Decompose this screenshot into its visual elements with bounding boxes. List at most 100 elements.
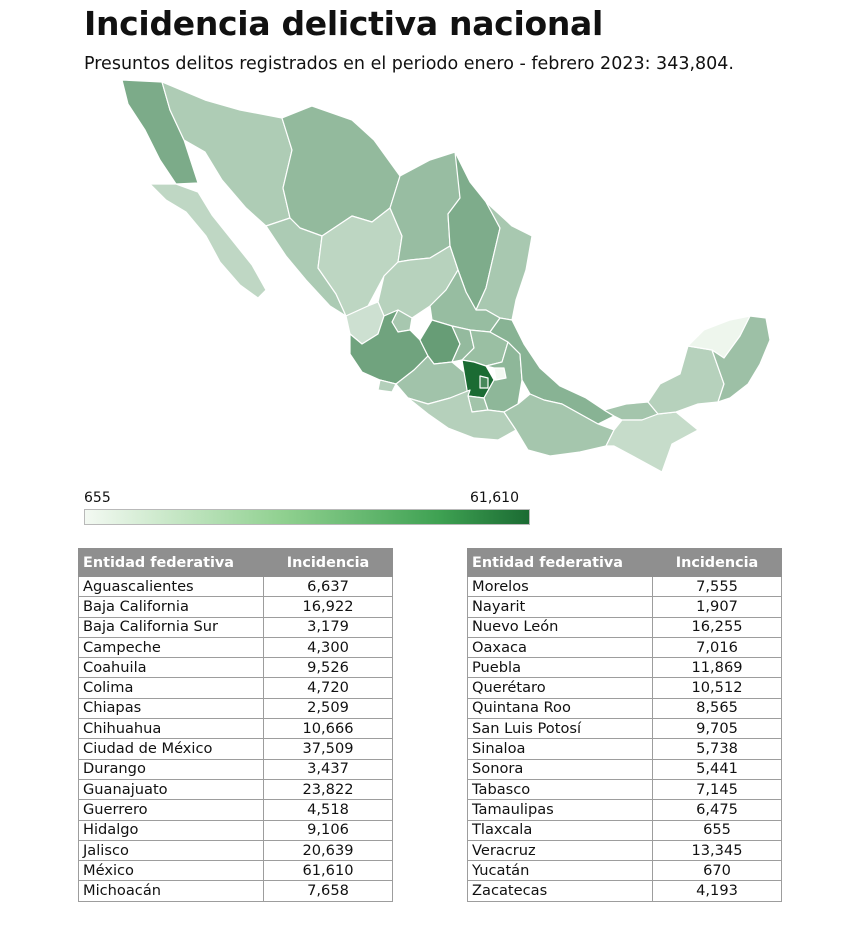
state-name-cell: Ciudad de México <box>78 738 264 760</box>
incidence-value-cell: 11,869 <box>652 657 782 679</box>
table-row: Colima 4,720 <box>78 677 393 699</box>
table-row: Baja California Sur 3,179 <box>78 616 393 638</box>
table-row: Guerrero 4,518 <box>78 799 393 821</box>
incidence-value-cell: 16,922 <box>263 596 393 618</box>
table-row: Veracruz 13,345 <box>467 839 782 862</box>
state-chiapas <box>605 411 699 473</box>
state-name-cell: México <box>78 860 264 882</box>
table-row: Chihuahua 10,666 <box>78 718 393 740</box>
column-header-value: Incidencia <box>263 548 393 577</box>
state-name-cell: Quintana Roo <box>467 697 653 720</box>
incidence-value-cell: 7,555 <box>652 575 782 598</box>
state-name-cell: Tabasco <box>467 778 653 801</box>
table-row: Ciudad de México 37,509 <box>78 738 393 760</box>
table-row: Aguascalientes 6,637 <box>78 575 393 598</box>
incidence-value-cell: 3,437 <box>263 758 393 780</box>
table-row: Guanajuato 23,822 <box>78 778 393 801</box>
mexico-choropleth-map <box>121 79 771 473</box>
table-row: Quintana Roo 8,565 <box>467 697 782 720</box>
incidence-value-cell: 8,565 <box>652 697 782 720</box>
state-name-cell: Chiapas <box>78 697 264 720</box>
state-guerrero <box>407 389 517 441</box>
state-name-cell: Sonora <box>467 758 653 780</box>
state-name-cell: Coahuila <box>78 657 264 679</box>
state-name-cell: Oaxaca <box>467 636 653 659</box>
state-name-cell: Sinaloa <box>467 738 653 760</box>
state-name-cell: Guerrero <box>78 799 264 821</box>
incidence-value-cell: 4,720 <box>263 677 393 699</box>
table-row: Tamaulipas 6,475 <box>467 799 782 821</box>
incidence-value-cell: 7,145 <box>652 778 782 801</box>
incidence-value-cell: 655 <box>652 819 782 841</box>
table-row: Nuevo León 16,255 <box>467 616 782 638</box>
table-left: Entidad federativa Incidencia Aguascalie… <box>78 548 393 902</box>
state-name-cell: Nuevo León <box>467 616 653 638</box>
state-name-cell: Baja California <box>78 596 264 618</box>
state-colima <box>377 379 397 393</box>
incidence-value-cell: 7,016 <box>652 636 782 659</box>
state-baja-california-sur <box>149 183 267 299</box>
incidence-value-cell: 10,512 <box>652 677 782 699</box>
incidence-value-cell: 670 <box>652 860 782 882</box>
incidence-value-cell: 23,822 <box>263 778 393 801</box>
table-row: Tabasco 7,145 <box>467 778 782 801</box>
table-row: México 61,610 <box>78 860 393 882</box>
table-header-row: Entidad federativa Incidencia <box>78 548 393 577</box>
state-name-cell: Querétaro <box>467 677 653 699</box>
column-header-entity: Entidad federativa <box>78 548 264 577</box>
state-name-cell: San Luis Potosí <box>467 718 653 740</box>
table-row: Nayarit 1,907 <box>467 596 782 618</box>
table-row: Chiapas 2,509 <box>78 697 393 720</box>
state-name-cell: Campeche <box>78 636 264 659</box>
state-name-cell: Guanajuato <box>78 778 264 801</box>
table-row: Zacatecas 4,193 <box>467 880 782 902</box>
table-row: Querétaro 10,512 <box>467 677 782 699</box>
table-row: Michoacán 7,658 <box>78 880 393 902</box>
table-row: Jalisco 20,639 <box>78 839 393 862</box>
incidence-value-cell: 4,518 <box>263 799 393 821</box>
state-quintana-roo <box>711 315 771 403</box>
state-name-cell: Hidalgo <box>78 819 264 841</box>
legend-max-label: 61,610 <box>470 490 519 506</box>
incidence-value-cell: 13,345 <box>652 839 782 862</box>
table-row: Tlaxcala 655 <box>467 819 782 841</box>
state-name-cell: Baja California Sur <box>78 616 264 638</box>
state-name-cell: Aguascalientes <box>78 575 264 598</box>
state-name-cell: Veracruz <box>467 839 653 862</box>
table-row: Baja California 16,922 <box>78 596 393 618</box>
incidence-value-cell: 7,658 <box>263 880 393 902</box>
incidence-value-cell: 3,179 <box>263 616 393 638</box>
incidence-value-cell: 2,509 <box>263 697 393 720</box>
state-name-cell: Morelos <box>467 575 653 598</box>
table-row: Puebla 11,869 <box>467 657 782 679</box>
state-jalisco <box>349 309 429 385</box>
incidence-value-cell: 16,255 <box>652 616 782 638</box>
incidence-value-cell: 10,666 <box>263 718 393 740</box>
legend-color-scale <box>84 509 530 525</box>
state-name-cell: Jalisco <box>78 839 264 862</box>
incidence-value-cell: 9,526 <box>263 657 393 679</box>
legend-min-label: 655 <box>84 490 111 506</box>
state-name-cell: Colima <box>78 677 264 699</box>
column-header-value: Incidencia <box>652 548 782 577</box>
table-row: Oaxaca 7,016 <box>467 636 782 659</box>
state-name-cell: Yucatán <box>467 860 653 882</box>
table-row: Coahuila 9,526 <box>78 657 393 679</box>
table-row: Campeche 4,300 <box>78 636 393 659</box>
incidence-value-cell: 61,610 <box>263 860 393 882</box>
state-name-cell: Zacatecas <box>467 880 653 902</box>
table-row: Sonora 5,441 <box>467 758 782 780</box>
state-campeche <box>647 345 725 415</box>
page-title: Incidencia delictiva nacional <box>84 4 603 43</box>
state-name-cell: Durango <box>78 758 264 780</box>
incidence-value-cell: 37,509 <box>263 738 393 760</box>
table-header-row: Entidad federativa Incidencia <box>467 548 782 577</box>
incidence-value-cell: 4,300 <box>263 636 393 659</box>
incidence-value-cell: 4,193 <box>652 880 782 902</box>
state-name-cell: Michoacán <box>78 880 264 902</box>
table-row: San Luis Potosí 9,705 <box>467 718 782 740</box>
page-subtitle: Presuntos delitos registrados en el peri… <box>84 54 734 74</box>
state-name-cell: Tamaulipas <box>467 799 653 821</box>
state-oaxaca <box>503 393 615 457</box>
incidence-value-cell: 9,705 <box>652 718 782 740</box>
